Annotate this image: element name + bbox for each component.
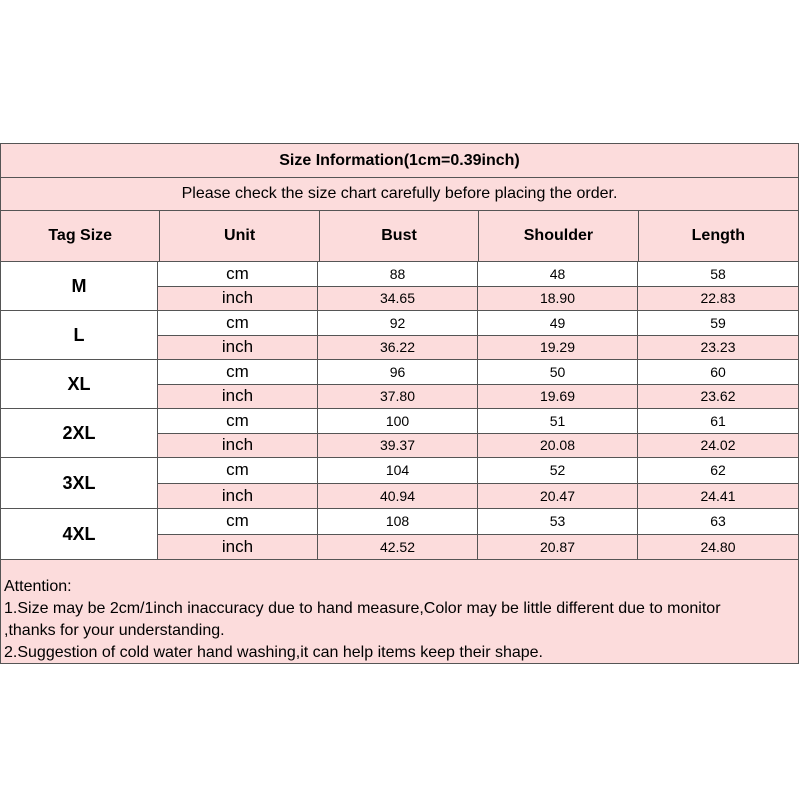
- inch-row: inch 34.65 18.90 22.83: [158, 286, 798, 310]
- header-bust: Bust: [320, 211, 480, 261]
- length-cell: 24.80: [700, 538, 736, 555]
- length-cell: 58: [710, 265, 726, 282]
- size-group-row: XL cm 96 50 60 inch 37.80 19.69 23.62: [1, 360, 798, 409]
- shoulder-cell: 20.47: [478, 483, 638, 508]
- cm-row: cm 96 50 60: [158, 360, 798, 385]
- table-subtitle: Please check the size chart carefully be…: [1, 178, 798, 211]
- shoulder-cell: 19.69: [478, 384, 638, 408]
- attention-note-1-cont: ,thanks for your understanding.: [4, 622, 225, 639]
- shoulder-cell: 20.08: [478, 433, 638, 457]
- shoulder-cell: 53: [478, 509, 638, 534]
- header-row: Tag Size Unit Bust Shoulder Length: [1, 211, 798, 262]
- bust-cell: 100: [318, 409, 478, 433]
- length-cell: 22.83: [700, 290, 736, 307]
- length-cell: 24.41: [700, 487, 736, 504]
- size-group-row: 4XL cm 108 53 63 inch 42.52 20.87 24.80: [1, 509, 798, 560]
- header-unit: Unit: [160, 211, 320, 261]
- length-cell: 60: [710, 363, 726, 380]
- cm-row: cm 88 48 58: [158, 262, 798, 287]
- tag-size-cell: 2XL: [1, 409, 158, 457]
- shoulder-cell: 51: [478, 409, 638, 433]
- length-cell: 62: [710, 462, 726, 479]
- cm-row: cm 100 51 61: [158, 409, 798, 434]
- bust-cell: 104: [318, 458, 478, 483]
- inch-row: inch 36.22 19.29 23.23: [158, 335, 798, 359]
- inch-row: inch 42.52 20.87 24.80: [158, 534, 798, 559]
- shoulder-cell: 48: [478, 262, 638, 286]
- attention-heading: Attention:: [4, 578, 72, 595]
- bust-cell: 108: [318, 509, 478, 534]
- shoulder-cell: 19.29: [478, 335, 638, 359]
- tag-size-cell: M: [1, 262, 158, 310]
- unit-cell: inch: [158, 384, 318, 408]
- size-group-row: 3XL cm 104 52 62 inch 40.94 20.47 24.41: [1, 458, 798, 509]
- unit-cell: cm: [158, 360, 318, 384]
- shoulder-cell: 49: [478, 311, 638, 335]
- inch-row: inch 40.94 20.47 24.41: [158, 483, 798, 508]
- size-group-row: M cm 88 48 58 inch 34.65 18.90 22.83: [1, 262, 798, 311]
- header-length: Length: [691, 227, 745, 244]
- length-cell: 61: [710, 412, 726, 429]
- cm-row: cm 92 49 59: [158, 311, 798, 336]
- unit-cell: inch: [158, 335, 318, 359]
- cm-row: cm 104 52 62: [158, 458, 798, 484]
- length-cell: 24.02: [700, 437, 736, 454]
- cm-row: cm 108 53 63: [158, 509, 798, 535]
- header-tag-size: Tag Size: [1, 211, 161, 261]
- length-cell: 23.62: [700, 388, 736, 405]
- shoulder-cell: 20.87: [478, 534, 638, 559]
- inch-row: inch 37.80 19.69 23.62: [158, 384, 798, 408]
- shoulder-cell: 52: [478, 458, 638, 483]
- unit-cell: inch: [158, 433, 318, 457]
- shoulder-cell: 50: [478, 360, 638, 384]
- inch-row: inch 39.37 20.08 24.02: [158, 433, 798, 457]
- attention-note-1: 1.Size may be 2cm/1inch inaccuracy due t…: [4, 600, 721, 617]
- unit-cell: cm: [158, 458, 318, 483]
- bust-cell: 96: [318, 360, 478, 384]
- tag-size-cell: XL: [1, 360, 158, 408]
- tag-size-cell: 4XL: [1, 509, 158, 559]
- bust-cell: 39.37: [318, 433, 478, 457]
- bust-cell: 36.22: [318, 335, 478, 359]
- bust-cell: 37.80: [318, 384, 478, 408]
- length-cell: 63: [710, 513, 726, 530]
- unit-cell: inch: [158, 483, 318, 508]
- tag-size-cell: L: [1, 311, 158, 359]
- unit-cell: cm: [158, 311, 318, 335]
- tag-size-cell: 3XL: [1, 458, 158, 508]
- unit-cell: cm: [158, 509, 318, 534]
- table-title: Size Information(1cm=0.39inch): [1, 144, 798, 178]
- bust-cell: 92: [318, 311, 478, 335]
- bust-cell: 40.94: [318, 483, 478, 508]
- shoulder-cell: 18.90: [478, 286, 638, 310]
- size-group-row: 2XL cm 100 51 61 inch 39.37 20.08 24.02: [1, 409, 798, 458]
- unit-cell: inch: [158, 286, 318, 310]
- length-cell: 59: [710, 314, 726, 331]
- header-shoulder: Shoulder: [479, 211, 639, 261]
- bust-cell: 34.65: [318, 286, 478, 310]
- size-group-row: L cm 92 49 59 inch 36.22 19.29 23.23: [1, 311, 798, 360]
- attention-note-2: 2.Suggestion of cold water hand washing,…: [4, 644, 543, 661]
- length-cell: 23.23: [700, 339, 736, 356]
- bust-cell: 42.52: [318, 534, 478, 559]
- size-chart-table: Size Information(1cm=0.39inch) Please ch…: [0, 143, 799, 664]
- bust-cell: 88: [318, 262, 478, 286]
- attention-notes: Attention: 1.Size may be 2cm/1inch inacc…: [1, 560, 798, 663]
- unit-cell: inch: [158, 534, 318, 559]
- unit-cell: cm: [158, 409, 318, 433]
- unit-cell: cm: [158, 262, 318, 286]
